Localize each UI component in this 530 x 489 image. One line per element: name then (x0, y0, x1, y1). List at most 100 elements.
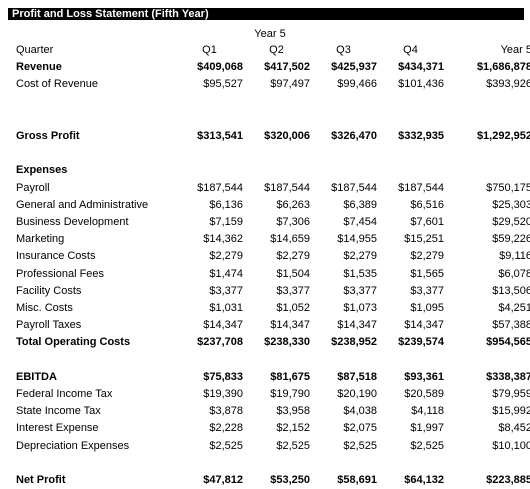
cell: $7,159 (209, 216, 243, 228)
cell: $239,574 (398, 336, 444, 349)
cell: $332,935 (398, 130, 444, 142)
cell: $313,541 (197, 130, 243, 142)
col-header: Q1 (202, 44, 217, 56)
gross-profit-row: Gross Profit $313,541 $320,006 $326,470 … (8, 128, 530, 145)
cell: $1,073 (343, 302, 377, 315)
header-row: Quarter Q1 Q2 Q3 Q4 Year 5 (8, 42, 530, 59)
cell: $3,377 (410, 284, 444, 297)
section-heading: Expenses (16, 164, 68, 177)
cell: $6,263 (276, 198, 310, 211)
cell: $29,520 (492, 216, 530, 228)
cell: $326,470 (331, 130, 377, 142)
cell: $2,525 (209, 439, 243, 452)
cell: $238,952 (331, 336, 377, 349)
pnl-table: Quarter Q1 Q2 Q3 Q4 Year 5 Revenue $409,… (8, 42, 530, 489)
cell: $3,377 (276, 284, 310, 297)
cell: $47,812 (203, 474, 243, 487)
cell: $3,878 (209, 405, 243, 418)
expense-row: Payroll Taxes $14,347 $14,347 $14,347 $14,34… (8, 317, 530, 334)
ebitda-row: EBITDA $75,833 $81,675 $87,518 $93,361 $338,3… (8, 369, 530, 386)
row-label: Cost of Revenue (16, 78, 98, 91)
cell: $238,330 (264, 336, 310, 349)
cell: $79,959 (492, 388, 530, 401)
cell: $7,306 (276, 216, 310, 228)
expense-row: Payroll $187,544 $187,544 $187,544 $187,544 $… (8, 180, 530, 197)
cell: $393,926 (486, 78, 530, 91)
cell: $223,885 (486, 474, 530, 487)
col-header: Q3 (336, 44, 351, 56)
cell: $14,955 (337, 233, 377, 246)
expenses-heading-row: Expenses (8, 162, 530, 179)
cell: $57,388 (492, 319, 530, 332)
cell: $2,279 (276, 250, 310, 263)
cell: $1,292,952 (476, 130, 530, 142)
cell: $99,466 (337, 78, 377, 91)
cell: $2,525 (276, 439, 310, 452)
cell: $1,504 (276, 267, 310, 280)
cell: $14,347 (270, 319, 310, 332)
expense-row: General and Administrative $6,136 $6,263 $6… (8, 197, 530, 214)
cell: $338,387 (486, 370, 530, 383)
cell: $6,516 (410, 198, 444, 211)
row-label: Quarter (16, 44, 54, 56)
cell: $2,279 (410, 250, 444, 263)
row-label: Interest Expense (16, 422, 99, 435)
row-label: Payroll (16, 181, 50, 194)
row-label: Payroll Taxes (16, 319, 82, 332)
cell: $1,535 (343, 267, 377, 280)
cell: $20,589 (404, 388, 444, 401)
cell: $6,078 (498, 267, 530, 280)
cell: $2,228 (209, 422, 243, 435)
cell: $1,997 (410, 422, 444, 435)
row-label: Business Development (16, 216, 129, 228)
cell: $2,525 (343, 439, 377, 452)
cell: $20,190 (337, 388, 377, 401)
cell: $6,136 (209, 198, 243, 211)
cell: $954,565 (486, 336, 530, 349)
row-label: State Income Tax (16, 405, 101, 418)
cell: $417,502 (264, 61, 310, 74)
cell: $187,544 (197, 181, 243, 194)
cell: $4,038 (343, 405, 377, 418)
cell: $14,659 (270, 233, 310, 246)
col-header: Q4 (403, 44, 418, 56)
cell: $19,390 (203, 388, 243, 401)
row-label: Professional Fees (16, 267, 105, 280)
cell: $15,992 (492, 405, 530, 418)
revenue-row: Revenue $409,068 $417,502 $425,937 $434,… (8, 59, 530, 76)
cost-of-revenue-row: Cost of Revenue $95,527 $97,497 $99,466 … (8, 76, 530, 93)
spacer-row (8, 94, 530, 128)
row-label: Total Operating Costs (16, 336, 131, 349)
cell: $6,389 (343, 198, 377, 211)
cell: $59,226 (492, 233, 530, 246)
expense-row: Insurance Costs $2,279 $2,279 $2,279 $2,279 $… (8, 248, 530, 265)
expense-row: Misc. Costs $1,031 $1,052 $1,073 $1,095 $4,25… (8, 300, 530, 317)
cell: $1,474 (209, 267, 243, 280)
row-label: Revenue (16, 61, 62, 74)
tax-expense-row: Depreciation Expenses $2,525 $2,525 $2,525 $… (8, 438, 530, 455)
cell: $13,506 (492, 284, 530, 297)
cell: $14,347 (337, 319, 377, 332)
cell: $3,377 (209, 284, 243, 297)
cell: $4,251 (498, 302, 530, 315)
cell: $409,068 (197, 61, 243, 74)
cell: $95,527 (203, 78, 243, 91)
cell: $58,691 (337, 474, 377, 487)
spacer-row (8, 455, 530, 472)
cell: $3,377 (343, 284, 377, 297)
cell: $75,833 (203, 370, 243, 383)
cell: $7,454 (343, 216, 377, 228)
cell: $19,790 (270, 388, 310, 401)
net-profit-row: Net Profit $47,812 $53,250 $58,691 $64,132 $2… (8, 472, 530, 489)
expense-row: Marketing $14,362 $14,659 $14,955 $15,251 $59… (8, 231, 530, 248)
cell: $2,525 (410, 439, 444, 452)
cell: $10,100 (492, 439, 530, 452)
cell: $14,347 (404, 319, 444, 332)
expense-row: Business Development $7,159 $7,306 $7,454 $7… (8, 214, 530, 231)
row-label: EBITDA (16, 370, 57, 383)
cell: $1,031 (209, 302, 243, 315)
cell: $187,544 (264, 181, 310, 194)
cell: $2,075 (343, 422, 377, 435)
cell: $2,279 (209, 250, 243, 263)
